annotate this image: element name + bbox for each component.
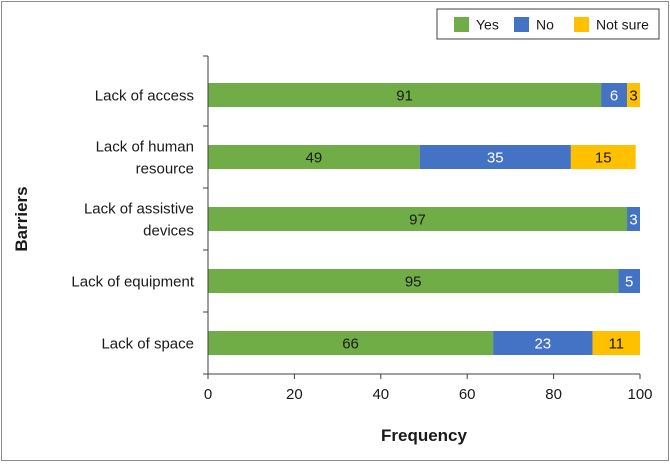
data-label-no-1: 6 bbox=[610, 88, 618, 105]
data-label-not-sure-1: 3 bbox=[629, 88, 637, 105]
legend: Yes No Not sure bbox=[436, 8, 660, 40]
data-label-yes-2: 49 bbox=[305, 150, 322, 167]
legend-swatch-yes bbox=[454, 17, 469, 32]
bar-no-3 bbox=[627, 207, 640, 231]
bar-not-sure-1 bbox=[627, 83, 640, 107]
bar-no-5 bbox=[493, 331, 593, 355]
category-label-1: Lack of access bbox=[95, 88, 194, 105]
legend-label-no: No bbox=[536, 17, 554, 33]
category-label-5: Lack of space bbox=[101, 336, 194, 353]
data-label-yes-5: 66 bbox=[342, 336, 359, 353]
data-label-yes-4: 95 bbox=[405, 274, 422, 291]
bar-yes-2 bbox=[208, 145, 420, 169]
bar-no-4 bbox=[618, 269, 640, 293]
bar-no-1 bbox=[601, 83, 628, 107]
data-label-not-sure-2: 15 bbox=[595, 150, 612, 167]
bar-yes-4 bbox=[208, 269, 619, 293]
x-axis-title: Frequency bbox=[381, 426, 468, 445]
bar-yes-3 bbox=[208, 207, 628, 231]
x-tick-label-100: 100 bbox=[627, 386, 652, 403]
data-label-no-2: 35 bbox=[487, 150, 504, 167]
legend-label-yes: Yes bbox=[476, 17, 499, 33]
legend-box bbox=[436, 8, 660, 40]
bar-no-2 bbox=[419, 145, 571, 169]
bar-not-sure-2 bbox=[570, 145, 636, 169]
data-label-no-3: 3 bbox=[629, 212, 637, 229]
data-label-not-sure-5: 11 bbox=[608, 336, 624, 353]
legend-swatch-not-sure bbox=[574, 17, 589, 32]
data-label-yes-1: 91 bbox=[396, 88, 413, 105]
x-tick-label-60: 60 bbox=[459, 386, 476, 403]
data-label-no-5: 23 bbox=[534, 336, 551, 353]
data-label-yes-3: 97 bbox=[409, 212, 426, 229]
x-tick-label-0: 0 bbox=[204, 386, 212, 403]
x-tick-label-40: 40 bbox=[372, 386, 389, 403]
category-label-4: Lack of equipment bbox=[71, 274, 194, 291]
y-axis-title: Barriers bbox=[12, 186, 31, 251]
bar-yes-5 bbox=[208, 331, 494, 355]
bar-yes-1 bbox=[208, 83, 602, 107]
bar-not-sure-5 bbox=[592, 331, 640, 355]
x-tick-label-80: 80 bbox=[545, 386, 562, 403]
category-label-2: Lack of human resource bbox=[96, 139, 194, 178]
category-label-3: Lack of assistive devices bbox=[84, 201, 194, 240]
x-tick-label-20: 20 bbox=[286, 386, 303, 403]
axes-group: Lack of access Lack of human resource Lack … bbox=[71, 55, 653, 403]
legend-label-not-sure: Not sure bbox=[596, 17, 649, 33]
legend-swatch-no bbox=[514, 17, 529, 32]
data-label-no-4: 5 bbox=[625, 274, 633, 291]
